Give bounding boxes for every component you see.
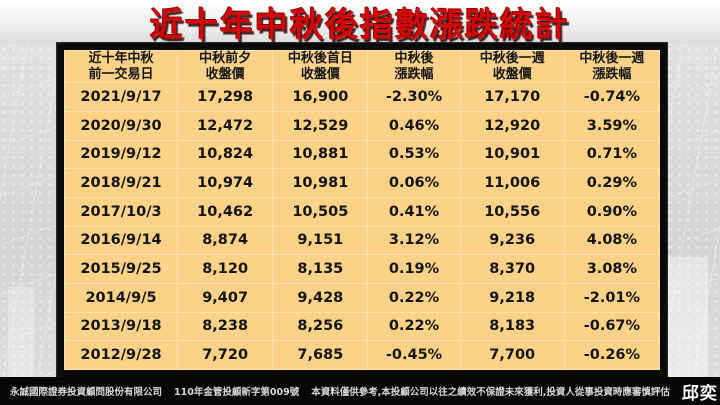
table-row: 2016/9/14 8,874 9,151 3.12% 9,236 4.08% xyxy=(63,225,661,256)
background-texture xyxy=(8,287,34,377)
week-close-cell: 17,170 xyxy=(459,82,565,112)
disclaimer-text: 本資料僅供參考,本投顧公司以往之績效不保證未來獲利,投資人從事投資時應審慎評估 xyxy=(311,387,670,398)
week-change-cell: 4.08% xyxy=(563,225,661,256)
license-number: 110年金管投顧新字第009號 xyxy=(174,387,300,398)
week-close-cell: 10,901 xyxy=(459,139,565,170)
table-row: 2013/9/18 8,238 8,256 0.22% 8,183 -0.67% xyxy=(63,311,661,342)
first-day-close-cell: 10,881 xyxy=(272,139,369,170)
week-change-cell: 0.90% xyxy=(563,196,661,227)
week-close-cell: 9,218 xyxy=(459,282,565,313)
page-title: 近十年中秋後指數漲跌統計 xyxy=(150,4,570,44)
week-change-cell: -0.74% xyxy=(563,82,661,112)
first-day-close-cell: 8,256 xyxy=(272,311,369,342)
week-close-cell: 7,700 xyxy=(459,340,565,370)
week-close-cell: 8,183 xyxy=(459,311,565,342)
pre-close-cell: 8,120 xyxy=(177,254,274,284)
header-pre-close: 中秋前夕 收盤價 xyxy=(177,49,274,84)
table-row: 2021/9/17 17,298 16,900 -2.30% 17,170 -0… xyxy=(63,82,661,112)
date-cell: 2012/9/28 xyxy=(63,340,179,370)
first-day-close-cell: 9,428 xyxy=(272,282,369,313)
pre-close-cell: 9,407 xyxy=(177,282,274,313)
company-name: 永誠國際證券投資顧問股份有限公司 xyxy=(10,387,163,398)
table-row: 2019/9/12 10,824 10,881 0.53% 10,901 0.7… xyxy=(63,139,661,170)
post-change-cell: 0.22% xyxy=(367,282,461,313)
post-change-cell: 0.22% xyxy=(367,311,461,342)
table-body: 2021/9/17 17,298 16,900 -2.30% 17,170 -0… xyxy=(63,82,661,370)
date-cell: 2020/9/30 xyxy=(63,110,179,141)
week-close-cell: 8,370 xyxy=(459,254,565,284)
pre-close-cell: 17,298 xyxy=(177,82,274,112)
post-change-cell: 3.12% xyxy=(367,225,461,256)
table-row: 2018/9/21 10,974 10,981 0.06% 11,006 0.2… xyxy=(63,168,661,198)
first-day-close-cell: 16,900 xyxy=(272,82,369,112)
footer-bar: 永誠國際證券投資顧問股份有限公司 110年金管投顧新字第009號 本資料僅供參考… xyxy=(0,377,720,405)
pre-close-cell: 8,874 xyxy=(177,225,274,256)
header-first-day-close: 中秋後首日 收盤價 xyxy=(272,49,369,84)
header-week-close: 中秋後一週 收盤價 xyxy=(459,49,565,84)
date-cell: 2018/9/21 xyxy=(63,168,179,198)
table-row: 2020/9/30 12,472 12,529 0.46% 12,920 3.5… xyxy=(63,110,661,141)
week-change-cell: 3.08% xyxy=(563,254,661,284)
date-cell: 2014/9/5 xyxy=(63,282,179,313)
stats-table: 近十年中秋 前一交易日 中秋前夕 收盤價 中秋後首日 收盤價 中秋後 漲跌幅 xyxy=(63,49,661,370)
first-day-close-cell: 10,981 xyxy=(272,168,369,198)
pre-close-cell: 10,462 xyxy=(177,196,274,227)
header-date: 近十年中秋 前一交易日 xyxy=(63,49,179,84)
date-cell: 2013/9/18 xyxy=(63,311,179,342)
week-change-cell: -2.01% xyxy=(563,282,661,313)
post-change-cell: 0.41% xyxy=(367,196,461,227)
post-change-cell: -0.45% xyxy=(367,340,461,370)
analyst-name: 邱奕良分析師 xyxy=(681,383,720,404)
pre-close-cell: 8,238 xyxy=(177,311,274,342)
week-change-cell: -0.67% xyxy=(563,311,661,342)
week-close-cell: 10,556 xyxy=(459,196,565,227)
first-day-close-cell: 10,505 xyxy=(272,196,369,227)
pre-close-cell: 12,472 xyxy=(177,110,274,141)
date-cell: 2015/9/25 xyxy=(63,254,179,284)
date-cell: 2021/9/17 xyxy=(63,82,179,112)
background-texture xyxy=(662,257,708,377)
week-close-cell: 11,006 xyxy=(459,168,565,198)
stats-table-panel: 近十年中秋 前一交易日 中秋前夕 收盤價 中秋後首日 收盤價 中秋後 漲跌幅 xyxy=(57,43,667,377)
first-day-close-cell: 9,151 xyxy=(272,225,369,256)
post-change-cell: 0.06% xyxy=(367,168,461,198)
week-change-cell: 3.59% xyxy=(563,110,661,141)
week-change-cell: 0.71% xyxy=(563,139,661,170)
pre-close-cell: 7,720 xyxy=(177,340,274,370)
first-day-close-cell: 7,685 xyxy=(272,340,369,370)
post-change-cell: 0.46% xyxy=(367,110,461,141)
table-row: 2012/9/28 7,720 7,685 -0.45% 7,700 -0.26… xyxy=(63,340,661,370)
header-row: 近十年中秋 前一交易日 中秋前夕 收盤價 中秋後首日 收盤價 中秋後 漲跌幅 xyxy=(63,49,661,84)
pre-close-cell: 10,824 xyxy=(177,139,274,170)
week-change-cell: -0.26% xyxy=(563,340,661,370)
post-change-cell: 0.53% xyxy=(367,139,461,170)
header-week-change: 中秋後一週 漲跌幅 xyxy=(563,49,661,84)
title-banner: 近十年中秋後指數漲跌統計 xyxy=(0,0,720,44)
pre-close-cell: 10,974 xyxy=(177,168,274,198)
date-cell: 2016/9/14 xyxy=(63,225,179,256)
week-close-cell: 9,236 xyxy=(459,225,565,256)
date-cell: 2017/10/3 xyxy=(63,196,179,227)
post-change-cell: -2.30% xyxy=(367,82,461,112)
header-post-change: 中秋後 漲跌幅 xyxy=(367,49,461,84)
week-change-cell: 0.29% xyxy=(563,168,661,198)
first-day-close-cell: 8,135 xyxy=(272,254,369,284)
week-close-cell: 12,920 xyxy=(459,110,565,141)
first-day-close-cell: 12,529 xyxy=(272,110,369,141)
post-change-cell: 0.19% xyxy=(367,254,461,284)
table-row: 2015/9/25 8,120 8,135 0.19% 8,370 3.08% xyxy=(63,254,661,284)
date-cell: 2019/9/12 xyxy=(63,139,179,170)
table-row: 2014/9/5 9,407 9,428 0.22% 9,218 -2.01% xyxy=(63,282,661,313)
table-row: 2017/10/3 10,462 10,505 0.41% 10,556 0.9… xyxy=(63,196,661,227)
